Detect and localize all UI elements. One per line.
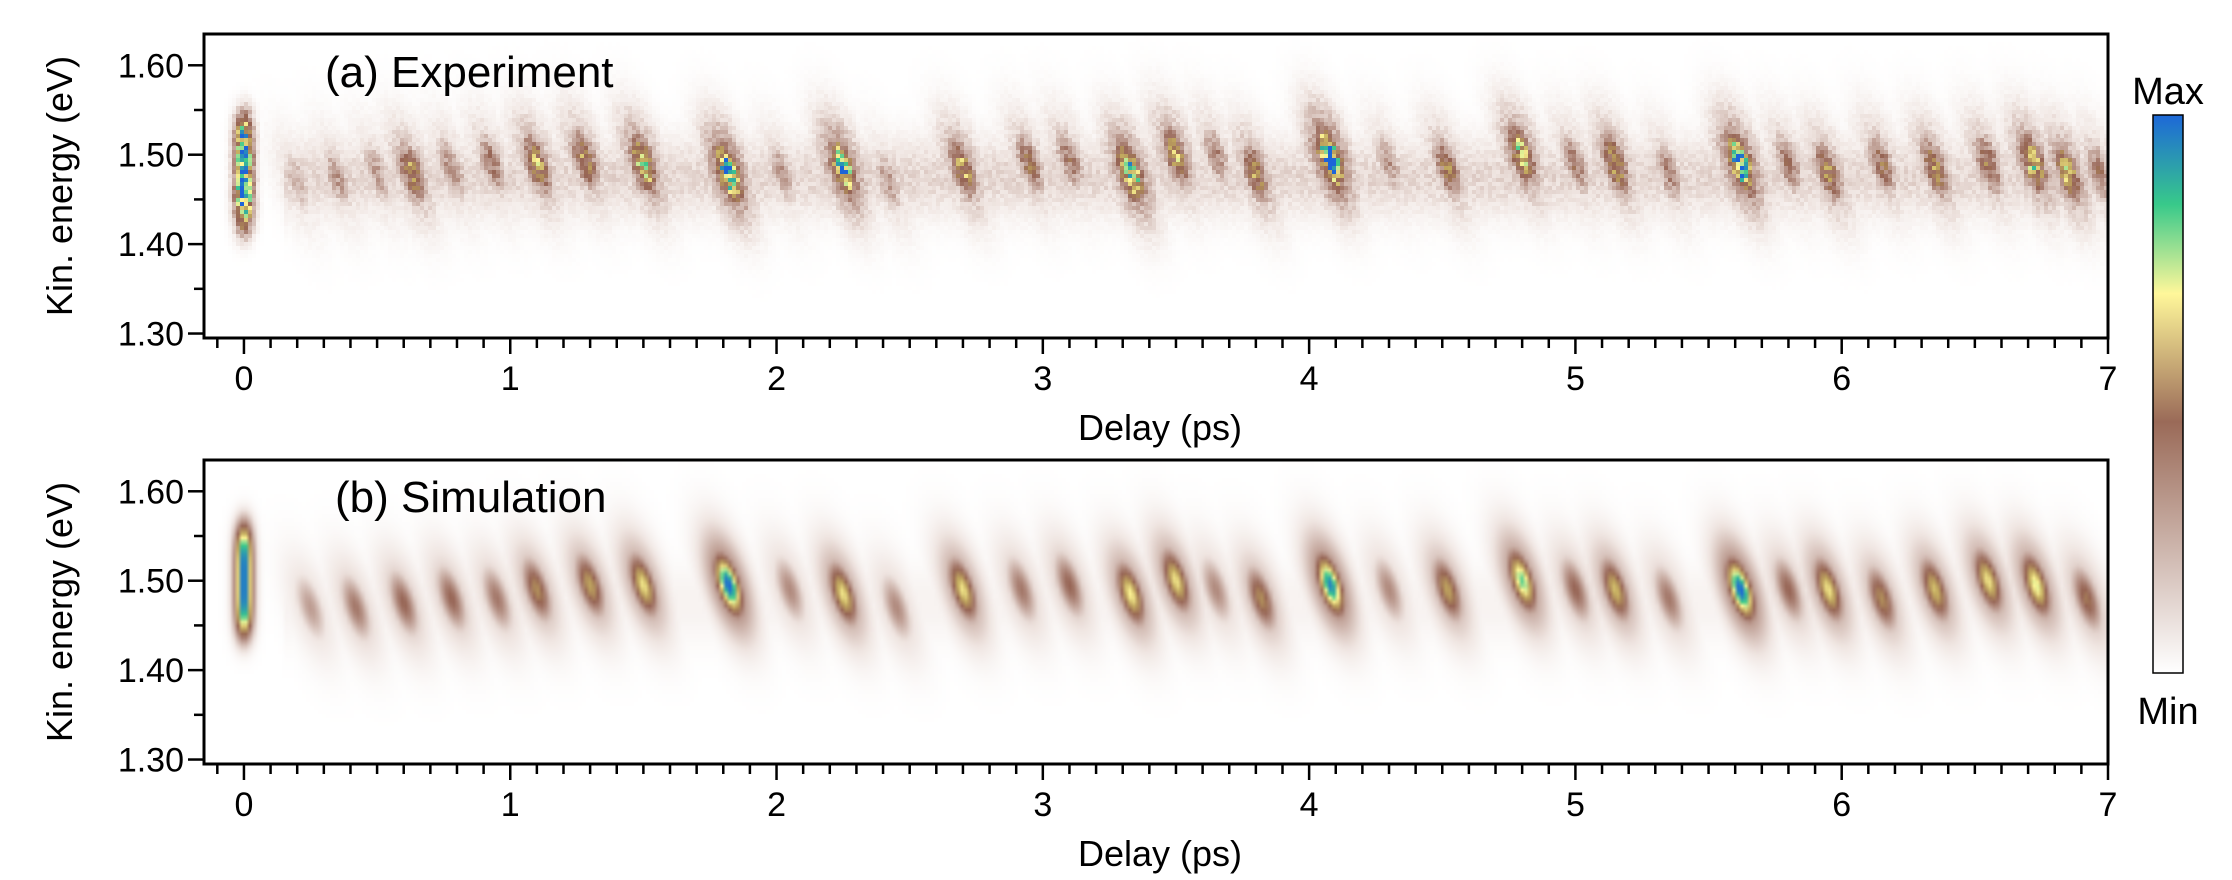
x-axis-title: Delay (ps) <box>1078 833 1242 874</box>
y-tick-label: 1.30 <box>118 316 184 354</box>
y-axis-title: Kin. energy (eV) <box>39 56 80 316</box>
x-tick-label: 4 <box>1300 786 1319 824</box>
x-tick-label: 1 <box>501 786 520 824</box>
y-tick-label: 1.60 <box>118 473 184 511</box>
colorbar: Max Min <box>2132 71 2204 733</box>
experiment-heatmap <box>204 34 2108 338</box>
x-tick-label: 1 <box>501 360 520 398</box>
x-tick-label: 3 <box>1033 786 1052 824</box>
x-tick-label: 3 <box>1033 360 1052 398</box>
colorbar-max-label: Max <box>2132 71 2204 113</box>
plot-frame <box>202 32 2110 340</box>
y-tick-label: 1.30 <box>118 742 184 780</box>
colorbar-gradient <box>2152 114 2184 674</box>
simulation-heatmap <box>204 460 2108 764</box>
y-tick-label: 1.50 <box>118 563 184 601</box>
x-tick-label: 7 <box>2099 360 2118 398</box>
x-tick-label: 6 <box>1832 360 1851 398</box>
x-tick-label: 0 <box>234 360 253 398</box>
simulation-panel: 0 1 2 3 4 5 6 71.301.401.501.60 (b) Simulation … <box>39 458 2118 874</box>
plot-frame <box>202 458 2110 766</box>
experiment-panel: 0 1 2 3 4 5 6 71.301.401.501.60 (a) Experiment … <box>39 32 2118 448</box>
colorbar-min-label: Min <box>2137 691 2198 733</box>
y-tick-label: 1.40 <box>118 652 184 690</box>
x-tick-label: 5 <box>1566 786 1585 824</box>
x-axis-title: Delay (ps) <box>1078 407 1242 448</box>
x-tick-label: 0 <box>234 786 253 824</box>
y-tick-label: 1.50 <box>118 137 184 175</box>
axis-ticks: 0 1 2 3 4 5 6 7 1.30 1.40 1.50 1.60 <box>118 47 2118 398</box>
y-tick-label: 1.60 <box>118 47 184 85</box>
x-tick-label: 6 <box>1832 786 1851 824</box>
axis-ticks: 0 1 2 3 4 5 6 7 1.30 1.40 1.50 1.60 <box>118 473 2118 824</box>
x-tick-label: 2 <box>767 786 786 824</box>
panel-title: (a) Experiment <box>325 48 614 97</box>
y-tick-label: 1.40 <box>118 226 184 264</box>
y-axis-title: Kin. energy (eV) <box>39 482 80 742</box>
x-tick-label: 5 <box>1566 360 1585 398</box>
panel-title: (b) Simulation <box>335 473 606 522</box>
x-tick-label: 4 <box>1300 360 1319 398</box>
x-tick-label: 7 <box>2099 786 2118 824</box>
x-tick-label: 2 <box>767 360 786 398</box>
